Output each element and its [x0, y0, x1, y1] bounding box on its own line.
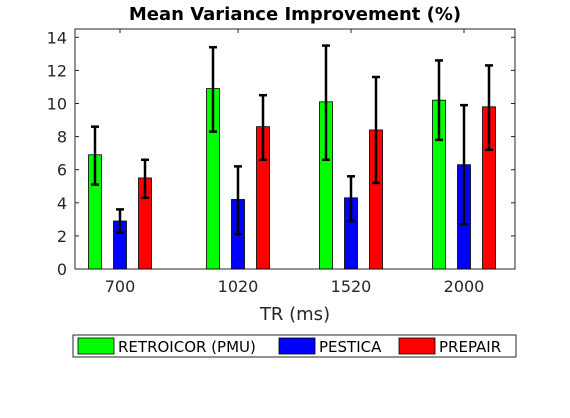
y-tick-label: 6 — [57, 161, 67, 180]
legend-swatch — [398, 337, 436, 355]
error-bar-group — [91, 44, 493, 236]
x-tick-label: 1520 — [331, 277, 372, 296]
x-tick-label: 2000 — [444, 277, 485, 296]
y-tick-label: 2 — [57, 227, 67, 246]
x-axis-label: TR (ms) — [259, 304, 330, 325]
legend-swatch — [278, 337, 316, 355]
legend-label: RETROICOR (PMU) — [118, 338, 256, 356]
bar-group — [88, 88, 496, 270]
y-tick-label: 8 — [57, 128, 67, 147]
legend: RETROICOR (PMU) PESTICA PREPAIR — [72, 334, 517, 358]
x-axis: 700 1020 1520 2000 — [105, 29, 485, 296]
chart-title: Mean Variance Improvement (%) — [129, 4, 461, 25]
legend-swatch — [77, 337, 115, 355]
x-tick-label: 700 — [105, 277, 136, 296]
y-tick-label: 10 — [47, 94, 67, 113]
y-tick-label: 14 — [47, 28, 67, 47]
y-tick-label: 12 — [47, 61, 67, 80]
y-tick-label: 0 — [57, 260, 67, 279]
y-tick-label: 4 — [57, 194, 67, 213]
legend-label: PESTICA — [319, 338, 382, 356]
legend-label: PREPAIR — [439, 338, 501, 356]
y-axis: 0 2 4 6 8 10 12 14 — [47, 28, 515, 279]
x-tick-label: 1020 — [218, 277, 259, 296]
